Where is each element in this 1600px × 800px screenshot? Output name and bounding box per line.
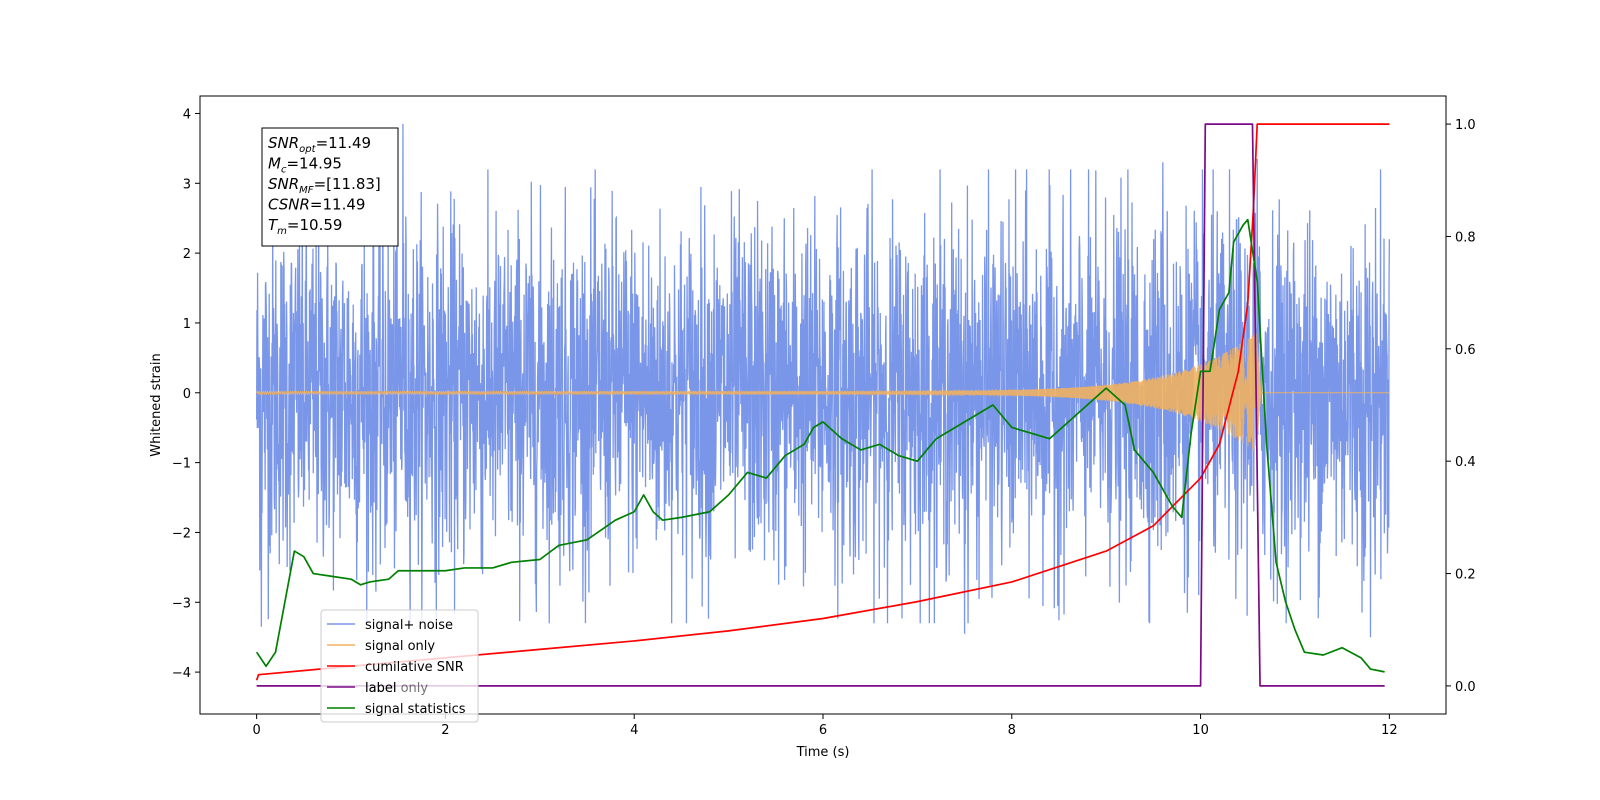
- x-tick-label: 2: [441, 723, 449, 738]
- y-left-tick-label: 2: [183, 247, 191, 262]
- y-left-tick-label: 1: [183, 317, 191, 332]
- y-axis-right-ticks: 0.0 0.2 0.4 0.6 0.8 1.0: [1446, 118, 1476, 695]
- x-axis-label: Time (s): [796, 745, 850, 760]
- series-signal-only-line: [256, 333, 1390, 451]
- x-tick-label: 10: [1192, 723, 1209, 738]
- x-tick-label: 0: [252, 723, 260, 738]
- series-signal-statistics-line: [255, 218, 1385, 673]
- x-tick-label: 4: [630, 723, 638, 738]
- y-right-tick-label: 0.4: [1455, 455, 1476, 470]
- y-right-tick-label: 0.6: [1455, 343, 1476, 358]
- plot-area: [255, 123, 1391, 687]
- legend: label only signal+ noise signal only cumila…: [320, 609, 479, 723]
- y-right-tick-label: 0.8: [1455, 230, 1476, 245]
- annotation-line: SNRMF=[11.83]: [268, 175, 381, 196]
- y-right-tick-label: 0.0: [1455, 680, 1476, 695]
- annotation-line: SNRopt=11.49: [268, 134, 371, 155]
- y-left-tick-label: −2: [172, 526, 191, 541]
- legend-ghost-text: label only: [365, 681, 428, 696]
- y-right-tick-label: 1.0: [1455, 118, 1476, 133]
- x-axis-ticks: 0 2 4 6 8 10 12: [252, 714, 1398, 738]
- legend-entry-label: cumilative SNR: [365, 660, 464, 675]
- annotation-line: CSNR=11.49: [268, 196, 365, 214]
- annotation-line: Mc=14.95: [268, 155, 342, 176]
- y-left-tick-label: −1: [172, 457, 191, 472]
- x-tick-label: 12: [1381, 723, 1398, 738]
- legend-entry-label: label: [365, 681, 396, 696]
- annotation-box: SNRopt=11.49Mc=14.95SNRMF=[11.83]CSNR=11…: [261, 127, 399, 247]
- x-tick-label: 6: [819, 723, 827, 738]
- y-left-tick-label: 3: [183, 177, 191, 192]
- annotation-frame: [261, 127, 399, 247]
- y-left-tick-label: −3: [172, 596, 191, 611]
- legend-entry-label: signal only: [365, 639, 435, 654]
- series-signal-noise-line: [255, 123, 1391, 638]
- legend-entry-label: signal statistics: [365, 702, 466, 717]
- y-right-tick-label: 0.2: [1455, 568, 1476, 583]
- y-left-tick-label: 0: [183, 387, 191, 402]
- legend-frame: [320, 609, 479, 723]
- y-left-tick-label: −4: [172, 666, 191, 681]
- annotation-line: Tm=10.59: [268, 216, 342, 237]
- y-axis-left-label: Whitened strain: [149, 353, 164, 456]
- x-tick-label: 8: [1008, 723, 1016, 738]
- series-label-line: [256, 123, 1385, 687]
- y-axis-left-ticks: −4 −3 −2 −1 0 1 2 3 4: [172, 107, 200, 681]
- y-left-tick-label: 4: [183, 107, 191, 122]
- legend-entry-label: signal+ noise: [365, 618, 453, 633]
